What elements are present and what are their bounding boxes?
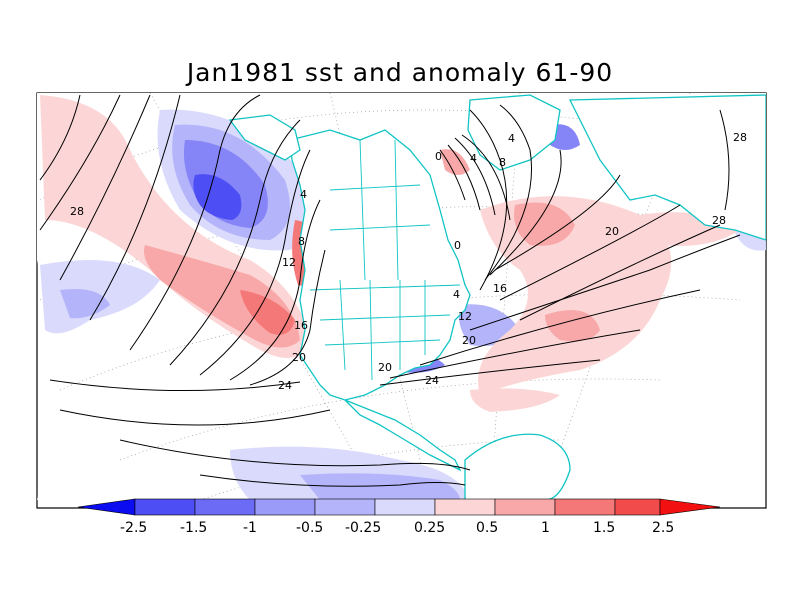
colorbar-swatch-pos-05 — [554, 498, 616, 516]
contour-label: 28 — [70, 205, 84, 218]
contour-label: 20 — [292, 351, 306, 364]
contour-label: 0 — [454, 239, 461, 252]
colorbar-swatch-neg-025 — [374, 498, 436, 516]
colorbar-label: -1 — [243, 520, 257, 536]
anomaly-pos-05-atlantic-north — [514, 202, 575, 246]
contour-label: 16 — [294, 319, 308, 332]
anomaly-neg-pacific-south-inner — [60, 289, 110, 319]
colorbar-labels: -2.5 -1.5 -1 -0.5 -0.25 0.25 0.5 1 1.5 2… — [120, 520, 674, 536]
contour-label: 24 — [278, 379, 292, 392]
contour-label: 8 — [298, 235, 305, 248]
colorbar-swatch-neg-15 — [194, 498, 256, 516]
map-title: Jan1981 sst and anomaly 61-90 — [186, 58, 614, 87]
contour-label: 20 — [462, 334, 476, 347]
contour-label: 4 — [300, 188, 307, 201]
colorbar-label: 2.5 — [652, 520, 674, 536]
anomaly-pos-05-atlantic-mid — [545, 310, 600, 342]
anomaly-neg-eastern-pacific-inner — [300, 473, 460, 500]
contour-label: 16 — [493, 282, 507, 295]
contour-label: 4 — [508, 132, 515, 145]
colorbar-swatch-neutral — [434, 498, 496, 516]
negative-anomalies — [40, 109, 766, 500]
contour-label: 4 — [470, 152, 477, 165]
contour-label: 28 — [712, 214, 726, 227]
colorbar-label: 1 — [541, 520, 550, 536]
colorbar-label: 1.5 — [593, 520, 615, 536]
projection-region: 28 4 8 12 16 20 24 0 0 4 8 4 4 12 16 20 … — [37, 93, 766, 501]
colorbar-swatch-pos-10 — [614, 498, 661, 516]
colorbar-label: -1.5 — [180, 520, 207, 536]
anomaly-neg-15-region — [193, 174, 242, 220]
greenland-land — [467, 94, 561, 171]
anomaly-pos-05-labrador — [440, 149, 470, 175]
colorbar-label: 0.5 — [476, 520, 498, 536]
contour-label: 20 — [378, 361, 392, 374]
colorbar-swatches — [77, 498, 721, 516]
colorbar-swatch-neg-extend — [77, 498, 136, 516]
contour-label: 20 — [605, 225, 619, 238]
contour-label: 0 — [435, 150, 442, 163]
anomaly-pos-025-caribbean — [470, 388, 560, 412]
colorbar-swatch-neg-05 — [314, 498, 376, 516]
anomaly-pos-10-pacific — [240, 290, 295, 335]
contour-label: 24 — [425, 374, 439, 387]
contour-label: 4 — [453, 288, 460, 301]
colorbar-swatch-neg-10 — [254, 498, 316, 516]
europe-africa-land — [568, 94, 766, 241]
alaska-land — [228, 114, 301, 161]
colorbar-swatch-pos-025 — [494, 498, 556, 516]
sst-contours — [39, 94, 741, 487]
contour-label: 28 — [733, 131, 747, 144]
colorbar-label: -2.5 — [120, 520, 147, 536]
colorbar-label: -0.25 — [345, 520, 381, 536]
colorbar-swatch-pos-extend — [659, 498, 721, 516]
colorbar-label: -0.5 — [296, 520, 323, 536]
south-america-land — [464, 433, 571, 501]
contour-label: 8 — [499, 156, 506, 169]
central-america-land — [344, 399, 462, 472]
contour-label: 12 — [458, 310, 472, 323]
contour-labels: 28 4 8 12 16 20 24 0 0 4 8 4 4 12 16 20 … — [70, 131, 747, 392]
colorbar-label: 0.25 — [414, 520, 445, 536]
contour-label: 12 — [282, 256, 296, 269]
political-boundaries — [309, 139, 461, 381]
anomaly-neg-arctic — [550, 124, 580, 150]
colorbar-swatch-neg-25 — [134, 498, 196, 516]
